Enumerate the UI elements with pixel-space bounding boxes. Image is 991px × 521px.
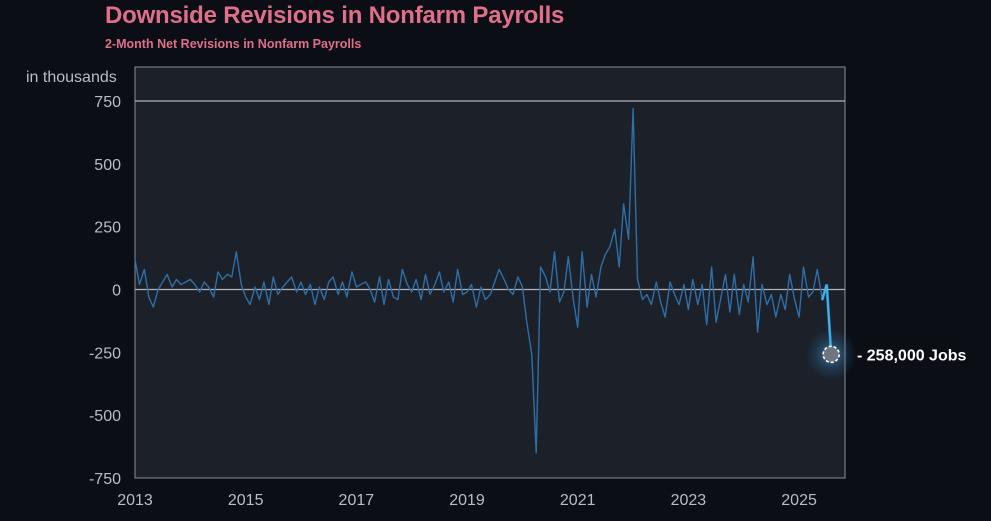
x-tick-label: 2025 bbox=[781, 492, 817, 509]
series-line bbox=[134, 107, 823, 454]
plot-area bbox=[134, 66, 846, 479]
y-tick-label: -250 bbox=[89, 345, 121, 362]
x-tick-label: 2023 bbox=[671, 492, 707, 509]
y-tick-label: 500 bbox=[94, 157, 121, 174]
y-tick-label: -750 bbox=[89, 471, 121, 488]
x-tick-label: 2013 bbox=[117, 492, 153, 509]
x-tick-label: 2017 bbox=[339, 492, 375, 509]
y-tick-label: 0 bbox=[112, 283, 121, 300]
chart-title: Downside Revisions in Nonfarm Payrolls bbox=[105, 2, 565, 29]
y-axis-unit-label: in thousands bbox=[26, 69, 117, 86]
annotation-marker bbox=[822, 345, 840, 364]
annotation-label: - 258,000 Jobs bbox=[857, 347, 967, 364]
y-axis-ticks: 750 500 250 0 -250 -500 -750 bbox=[89, 94, 121, 488]
x-axis-ticks: 2013 2015 2017 2019 2021 2023 2025 bbox=[117, 492, 817, 509]
x-tick-label: 2015 bbox=[228, 492, 264, 509]
chart-subtitle: 2-Month Net Revisions in Nonfarm Payroll… bbox=[105, 37, 362, 51]
annotation: - 258,000 Jobs bbox=[805, 328, 967, 381]
y-tick-label: 750 bbox=[94, 94, 121, 111]
y-tick-label: -500 bbox=[89, 408, 121, 425]
y-tick-label: 250 bbox=[94, 220, 121, 237]
x-tick-label: 2019 bbox=[449, 492, 485, 509]
x-tick-label: 2021 bbox=[560, 492, 596, 509]
